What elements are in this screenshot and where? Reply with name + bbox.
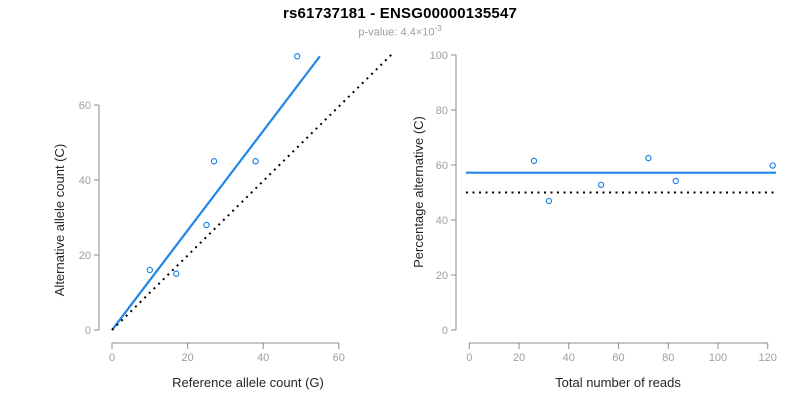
y-tick-label: 100 bbox=[430, 50, 448, 62]
x-axis-title: Reference allele count (G) bbox=[172, 375, 324, 390]
x-tick-label: 0 bbox=[109, 352, 115, 364]
data-point bbox=[203, 221, 210, 229]
y-axis-title: Percentage alternative (C) bbox=[411, 116, 426, 268]
y-tick-label: 0 bbox=[442, 325, 448, 337]
x-axis-title: Total number of reads bbox=[555, 375, 681, 390]
x-tick-label: 0 bbox=[466, 352, 472, 364]
data-point bbox=[545, 197, 553, 205]
x-tick-label: 20 bbox=[181, 352, 193, 364]
y-axis-title: Alternative allele count (C) bbox=[52, 144, 67, 296]
x-tick-label: 40 bbox=[563, 352, 575, 364]
data-point bbox=[597, 181, 605, 188]
identity-line bbox=[111, 53, 393, 331]
percentage-vs-reads-scatter: 0 20 40 60 80 100 0 20 40 60 80 100 120 Total number … bbox=[411, 50, 777, 390]
y-tick-label: 40 bbox=[436, 215, 448, 227]
pvalue-exponent: -3 bbox=[434, 24, 442, 33]
y-tick-label: 0 bbox=[85, 325, 91, 337]
y-tick-label: 40 bbox=[79, 175, 91, 187]
fit-line bbox=[111, 55, 321, 331]
y-tick-label: 80 bbox=[436, 105, 448, 117]
data-point bbox=[645, 154, 652, 162]
data-point bbox=[672, 177, 679, 185]
multiplication-sign: × bbox=[415, 26, 423, 39]
y-tick-label: 20 bbox=[79, 250, 91, 262]
data-point bbox=[769, 162, 776, 169]
x-tick-label: 120 bbox=[759, 352, 777, 364]
figure-subtitle-pvalue: p-value: 4.4×10-3 bbox=[0, 24, 800, 39]
data-point bbox=[252, 158, 259, 165]
data-point bbox=[173, 270, 180, 277]
figure-title: rs61737181 - ENSG00000135547 bbox=[282, 5, 518, 22]
x-tick-label: 80 bbox=[662, 352, 674, 364]
y-tick-label: 20 bbox=[436, 270, 448, 282]
data-point bbox=[210, 158, 218, 165]
x-tick-label: 60 bbox=[333, 352, 345, 364]
pvalue-label: p-value: bbox=[358, 26, 398, 39]
data-point bbox=[530, 157, 538, 165]
data-point bbox=[146, 266, 153, 274]
allele-counts-scatter: 0 20 40 60 0 20 40 60 Reference allele count (G)… bbox=[52, 53, 393, 390]
pvalue-base: 10 bbox=[422, 26, 435, 39]
pvalue-value: 4.4 bbox=[400, 26, 416, 39]
x-tick-label: 100 bbox=[709, 352, 727, 364]
data-point bbox=[294, 53, 301, 60]
x-tick-label: 60 bbox=[612, 352, 624, 364]
y-tick-label: 60 bbox=[79, 100, 91, 112]
y-tick-label: 60 bbox=[436, 160, 448, 172]
x-tick-label: 40 bbox=[257, 352, 269, 364]
x-tick-label: 20 bbox=[513, 352, 525, 364]
